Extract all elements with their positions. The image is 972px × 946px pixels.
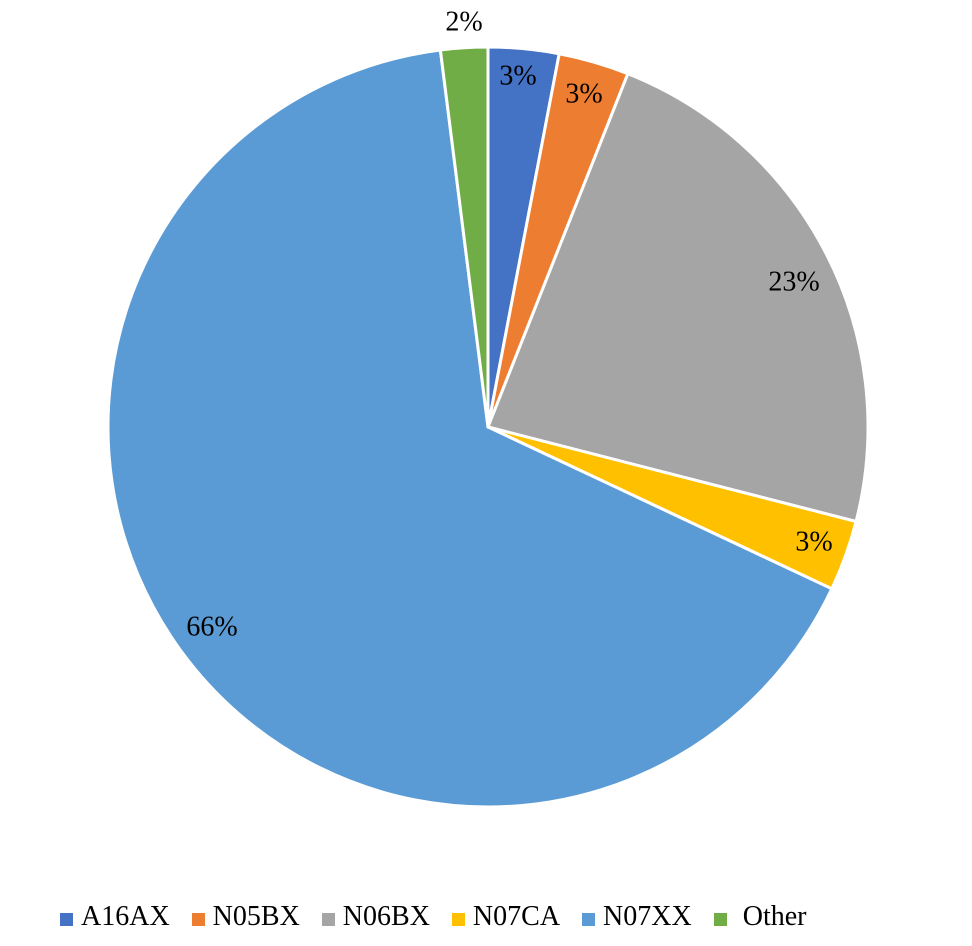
pie-slice-n06bx bbox=[486, 72, 870, 523]
data-label-other: 2% bbox=[445, 6, 482, 37]
legend-swatch-a16ax bbox=[60, 912, 73, 926]
legend-item-a16ax: A16AX bbox=[60, 903, 170, 931]
legend-label-other: Other bbox=[742, 901, 807, 932]
legend-label-a16ax: A16AX bbox=[81, 901, 170, 932]
legend-item-n06bx: N06BX bbox=[321, 901, 430, 932]
data-label-n07ca: 3% bbox=[795, 526, 832, 557]
legend-swatch-n05bx bbox=[191, 912, 205, 926]
data-label-a16ax: 3% bbox=[499, 60, 536, 91]
legend-swatch-n06bx bbox=[321, 912, 335, 926]
legend-item-n07xx: N07XX bbox=[582, 903, 692, 931]
chart-legend: A16AX N05BX N06BX N07CA N07XX Other bbox=[60, 895, 806, 939]
legend-label-n07xx: N07XX bbox=[603, 901, 692, 932]
data-label-n05bx: 3% bbox=[565, 78, 602, 109]
legend-label-n07ca: N07CA bbox=[472, 901, 561, 932]
pie-slices bbox=[106, 45, 870, 809]
legend-item-n05bx: N05BX bbox=[191, 901, 300, 932]
legend-item-other: Other bbox=[713, 901, 807, 932]
legend-label-n05bx: N05BX bbox=[212, 901, 300, 932]
data-label-n07xx: 66% bbox=[186, 611, 237, 642]
legend-swatch-n07ca bbox=[451, 912, 465, 926]
legend-item-n07ca: N07CA bbox=[451, 901, 561, 932]
pie-slice-n07xx bbox=[106, 48, 834, 809]
legend-label-n06bx: N06BX bbox=[342, 901, 430, 932]
pie-data-labels: 3% 3% 23% 3% 66% 2% bbox=[186, 6, 832, 642]
data-label-n06bx: 23% bbox=[768, 266, 819, 297]
legend-swatch-other bbox=[713, 912, 727, 926]
pie-slice-other bbox=[438, 45, 490, 429]
legend-swatch-n07xx bbox=[582, 912, 596, 926]
